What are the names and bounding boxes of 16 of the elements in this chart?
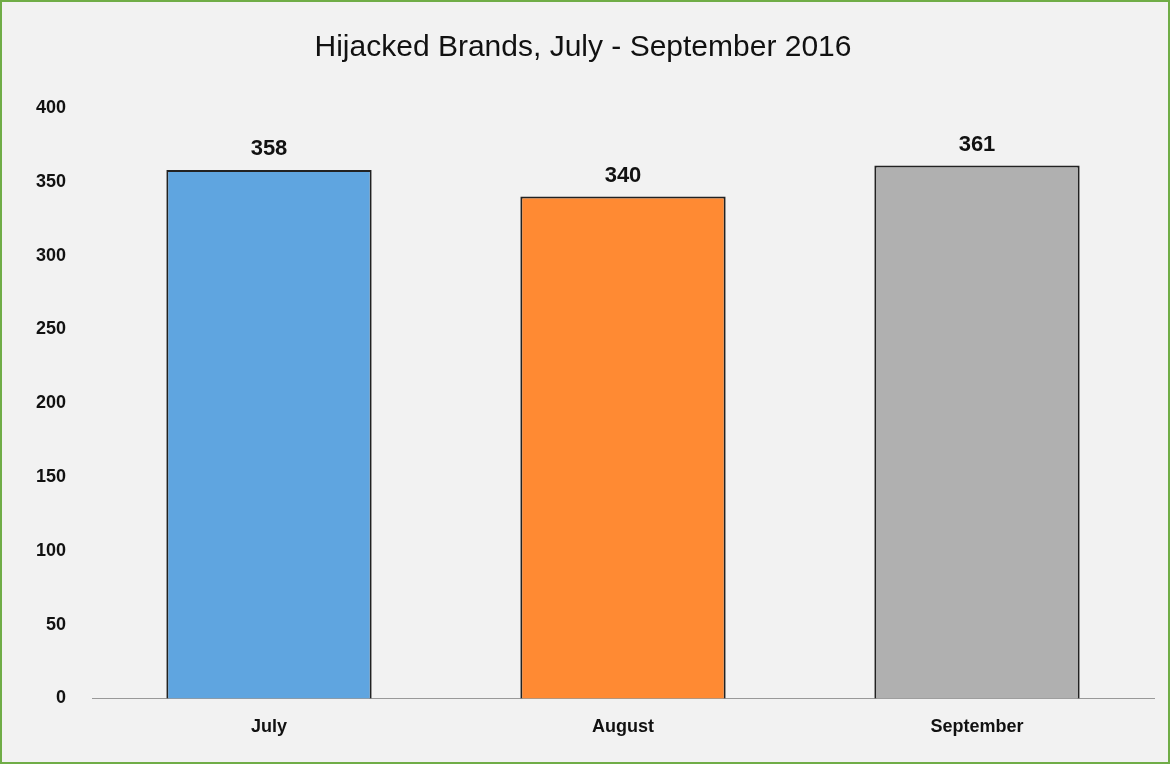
y-tick-label: 300 (35, 244, 66, 265)
chart-title: Hijacked Brands, July - September 2016 (314, 29, 852, 63)
data-label: 358 (250, 135, 288, 161)
x-tick-label: July (250, 716, 288, 737)
y-tick-label: 200 (35, 392, 66, 413)
data-label: 340 (604, 161, 642, 187)
x-tick-label: September (930, 716, 1024, 737)
y-tick-label: 50 (45, 613, 66, 634)
y-tick-label: 350 (35, 170, 66, 191)
data-label: 361 (958, 130, 996, 156)
y-tick-label: 0 (55, 687, 66, 708)
y-tick-label: 400 (35, 96, 66, 117)
y-tick-label: 100 (35, 539, 66, 560)
y-tick-label: 150 (35, 465, 66, 486)
x-tick-label: August (592, 716, 654, 737)
y-tick-label: 250 (35, 318, 66, 339)
